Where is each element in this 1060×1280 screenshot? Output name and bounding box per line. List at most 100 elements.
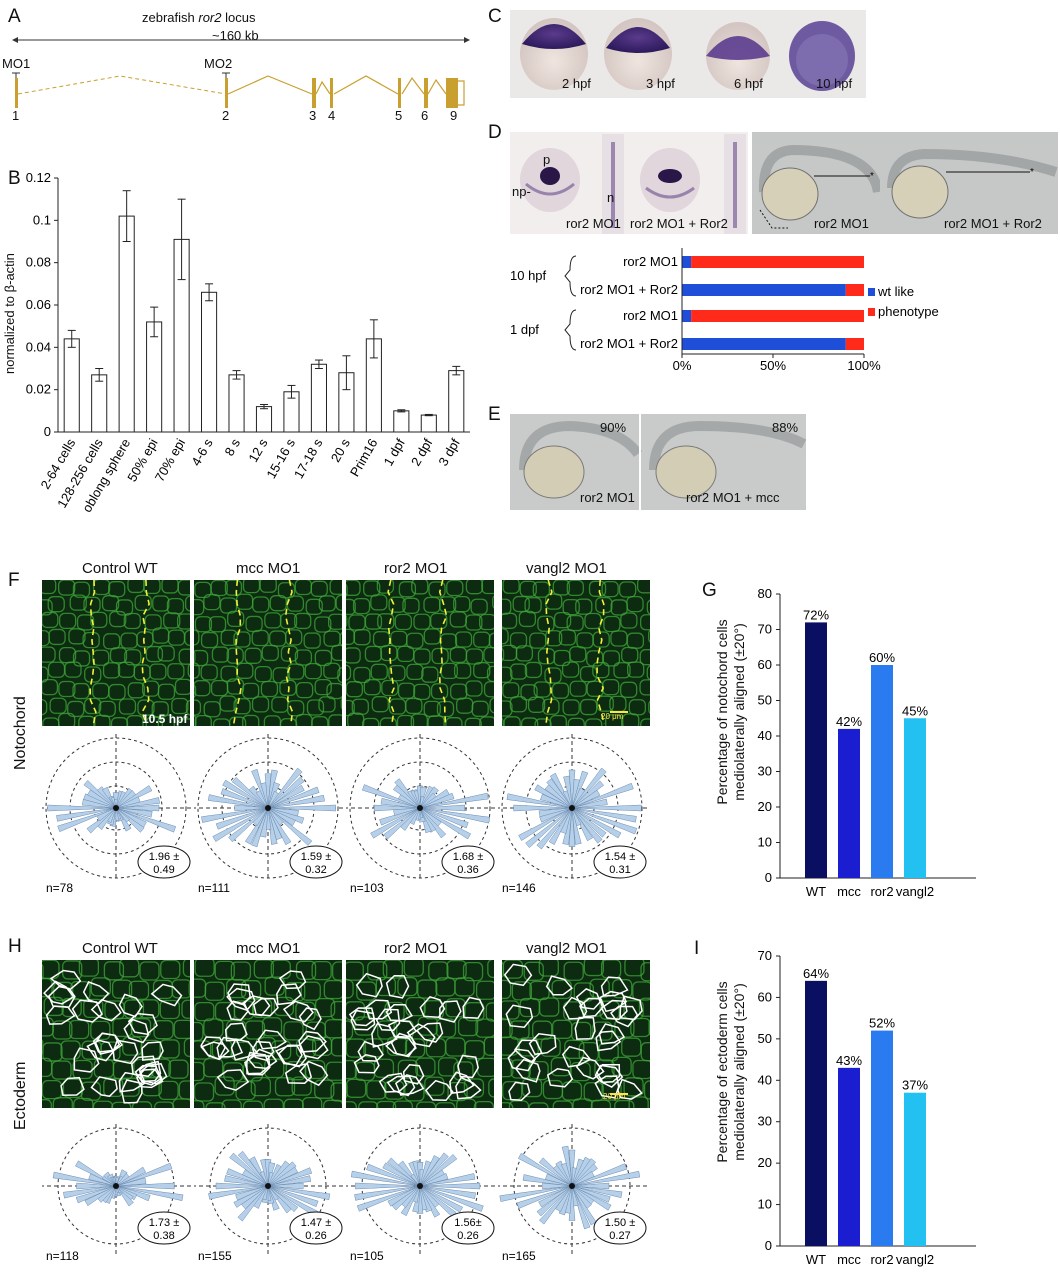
expression-bar-chart: 00.020.040.060.080.10.122-64 cells128-25…	[26, 170, 470, 515]
bar	[91, 374, 108, 433]
panel-label-f: F	[8, 570, 20, 591]
cell-outline	[387, 1020, 418, 1038]
svg-text:*: *	[1030, 167, 1034, 178]
y-tick-label: 0	[765, 1238, 772, 1253]
cell-outline	[575, 1056, 605, 1080]
rose-petal	[568, 807, 576, 847]
bar	[146, 321, 163, 433]
exon-label: 6	[421, 108, 429, 123]
x-tick-label: 100%	[847, 358, 881, 373]
notochord-boundary	[232, 580, 242, 725]
rose-petal	[212, 807, 269, 842]
cell-outline	[528, 1033, 557, 1056]
exon-label: 5	[395, 108, 403, 123]
bar-segment-wt	[682, 310, 692, 322]
rose-petal	[234, 804, 269, 812]
rose-petal	[267, 1175, 312, 1187]
x-tick-label: 12 s	[245, 436, 271, 465]
panel-label-h: H	[8, 936, 22, 957]
rose-petal	[373, 804, 421, 812]
stat-ellipse	[137, 845, 191, 879]
x-tick-label: vangl2	[896, 884, 934, 899]
d-caption: ror2 MO1 + Ror2	[630, 216, 728, 231]
stat-ellipse	[593, 1211, 647, 1245]
group-brace	[564, 255, 577, 297]
rose-petal	[224, 1175, 269, 1187]
rose-petal	[76, 1182, 117, 1190]
bar-value-label: 60%	[869, 650, 895, 665]
rose-petal	[115, 1166, 147, 1187]
notochord-boundary	[438, 580, 448, 725]
row-label: ror2 MO1 + Ror2	[580, 282, 678, 297]
x-tick-label: ror2	[870, 884, 893, 899]
rose-petal	[571, 807, 582, 845]
stat-mean: 1.96 ±	[149, 851, 180, 863]
exon-label: 2	[222, 108, 230, 123]
x-tick-label: Prim16	[347, 436, 381, 479]
sample-size: n=103	[350, 881, 384, 895]
rose-center	[113, 1183, 119, 1189]
y-tick-label: 0.04	[26, 339, 51, 354]
e-caption: ror2 MO1 + mcc	[686, 490, 780, 505]
row-label: ror2 MO1	[623, 254, 678, 269]
cell-outline	[138, 1060, 162, 1083]
cell-outline	[385, 1036, 417, 1057]
rose-petal	[251, 807, 269, 848]
rose-petal	[267, 786, 320, 809]
bar-segment-phenotype	[845, 284, 864, 296]
rose-petal	[419, 1173, 476, 1187]
x-tick-label: 0%	[673, 358, 692, 373]
cell-outline	[462, 996, 485, 1019]
rose-center	[265, 1183, 271, 1189]
e-caption: ror2 MO1	[580, 490, 635, 505]
notochord-boundary	[141, 580, 150, 725]
rose-petal	[215, 807, 269, 830]
stat-sd: 0.32	[305, 864, 326, 876]
stat-ellipse	[289, 845, 343, 879]
rose-petal	[267, 1185, 319, 1208]
bar	[805, 980, 827, 1246]
stage-label: 6 hpf	[734, 76, 763, 91]
notochord-rose-plots: 1.96 ±0.49 n=78 1.59 ±0.32 n=111 1.68 ±0.36 n…	[42, 730, 648, 900]
cell-outline	[594, 1064, 624, 1089]
rose-petal	[267, 794, 325, 809]
notochord-boundary	[596, 580, 605, 725]
d-label-np: np-	[512, 184, 531, 199]
cell-outline	[371, 1022, 398, 1048]
cell-outline	[455, 1076, 482, 1100]
rose-petal	[229, 1152, 269, 1187]
h-side-label: Ectoderm	[12, 1061, 29, 1130]
legend-swatch-wt	[868, 288, 875, 296]
cell-outline	[298, 1030, 327, 1053]
cell-outline	[545, 975, 573, 996]
rose-petal	[207, 794, 269, 809]
y-tick-label: 40	[758, 1072, 772, 1087]
x-tick-label: 8 s	[221, 436, 243, 459]
cell-outline	[578, 997, 604, 1018]
rose-petal	[419, 1182, 481, 1190]
cell-outline	[503, 963, 533, 987]
mo1-label: MO1	[2, 56, 31, 71]
h-col-header: ror2 MO1	[384, 940, 448, 957]
rose-petal	[518, 807, 573, 841]
rose-petal	[370, 807, 421, 839]
f-col-header: Control WT	[82, 560, 158, 577]
legend-label: phenotype	[878, 304, 939, 319]
rose-center	[569, 1183, 575, 1189]
cell-outline	[619, 995, 643, 1021]
cell-outline	[439, 1000, 462, 1023]
ectoderm-micrographs	[42, 960, 650, 1108]
rose-petal	[115, 1185, 184, 1201]
rose-petal	[115, 1182, 175, 1190]
y-tick-label: 50	[758, 693, 772, 708]
rose-petal	[235, 1185, 269, 1201]
rose-petal	[571, 807, 637, 823]
rose-petal	[571, 1185, 597, 1226]
x-tick-label: mcc	[837, 1252, 861, 1267]
bar	[310, 363, 327, 433]
rose-center	[417, 805, 423, 811]
rose-petal	[52, 1171, 117, 1187]
rose-petal	[267, 1182, 304, 1190]
x-tick-label: mcc	[837, 884, 861, 899]
rose-petal	[516, 1185, 573, 1209]
